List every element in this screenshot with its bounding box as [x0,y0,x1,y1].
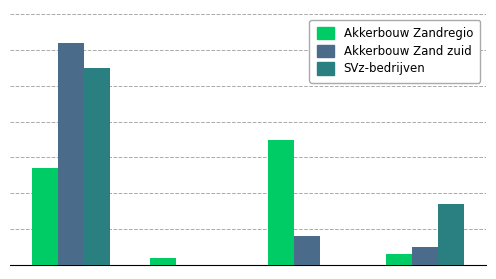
Bar [84,68,110,265]
Bar [58,43,84,265]
Bar [438,204,464,265]
Bar [268,140,294,265]
Bar [386,254,412,265]
Bar [150,258,176,265]
Legend: Akkerbouw Zandregio, Akkerbouw Zand zuid, SVz-bedrijven: Akkerbouw Zandregio, Akkerbouw Zand zuid… [310,20,480,83]
Bar [32,168,58,265]
Bar [412,247,438,265]
Bar [294,236,320,265]
